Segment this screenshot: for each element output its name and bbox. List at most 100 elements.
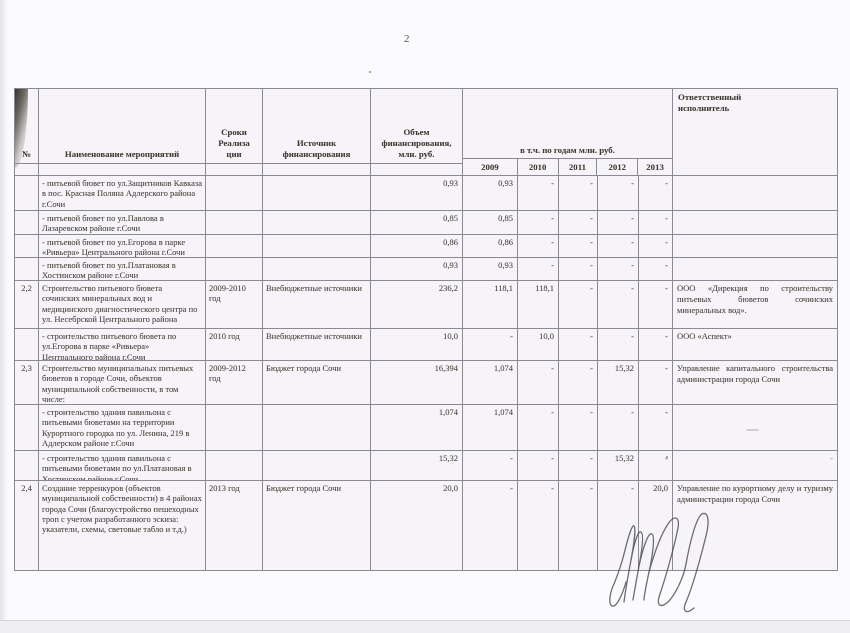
cell-funding-source: Внебюджетные источники xyxy=(263,281,371,328)
header-spacer xyxy=(15,164,38,175)
cell-year-2012: 15,32 xyxy=(598,451,639,480)
cell-year-2009: 0,93 xyxy=(463,176,518,210)
cell-timing xyxy=(206,235,263,257)
cell-executor: Управление по курортному делу и туризму … xyxy=(673,481,838,570)
col-header-year-2013: 2013 xyxy=(646,161,664,172)
cell-year-2009: 0,85 xyxy=(463,211,518,234)
cell-year-2013: - xyxy=(639,176,673,210)
cell-year-2013: - xyxy=(639,211,673,234)
col-header-source: Источник финансирования xyxy=(263,89,370,164)
cell-year-2009: 0,93 xyxy=(463,258,518,280)
cell-total: 20,0 xyxy=(371,481,463,570)
cell-activity: - питьевой бювет по ул.Защитников Кавказ… xyxy=(39,176,206,210)
cell-total: 236,2 xyxy=(371,281,463,328)
cell-year-2012: - xyxy=(598,176,639,210)
table-row: 2,2 Строительство питьевого бювета сочин… xyxy=(15,281,838,329)
cell-year-2010: 118,1 xyxy=(518,281,559,328)
col-header-year-2009: 2009 xyxy=(463,159,518,175)
cell-funding-source: Бюджет города Сочи xyxy=(263,361,371,404)
cell-executor xyxy=(673,235,838,257)
cell-year-2011: - xyxy=(559,361,598,404)
cell-year-2012: - xyxy=(598,235,639,257)
cell-num xyxy=(15,258,39,280)
program-table: № Наименование мероприятий Сроки Реализа… xyxy=(14,88,838,571)
cell-activity: - строительство питьевого бювета по ул.Е… xyxy=(39,329,206,360)
cell-year-2011: - xyxy=(559,235,598,257)
cell-total: 10,0 xyxy=(371,329,463,360)
cell-year-2010: - xyxy=(518,481,559,570)
cell-year-2010: - xyxy=(518,451,559,480)
cell-executor xyxy=(673,258,838,280)
cell-executor xyxy=(673,211,838,234)
cell-year-2011: - xyxy=(559,211,598,234)
cell-activity: - питьевой бювет по ул.Егорова в парке «… xyxy=(39,235,206,257)
cell-num: 2,2 xyxy=(15,281,39,328)
cell-year-2013: - xyxy=(639,451,673,480)
cell-timing: 2013 год xyxy=(206,481,263,570)
cell-year-2013: - xyxy=(639,361,673,404)
scan-artifact-dot xyxy=(666,456,668,458)
cell-activity: Создание терренкуров (объектов муниципал… xyxy=(39,481,206,570)
cell-year-2011: - xyxy=(559,329,598,360)
cell-num: 2,4 xyxy=(15,481,39,570)
cell-timing: 2009-2012 год xyxy=(206,361,263,404)
table-row: 2,3 Строительство муниципальных питьевых… xyxy=(15,361,838,405)
col-header-num: № xyxy=(15,89,38,164)
header-col-source: Источник финансирования xyxy=(263,89,371,175)
table-row: - питьевой бювет по ул.Защитников Кавказ… xyxy=(15,176,838,211)
signature xyxy=(609,512,709,613)
cell-year-2013: - xyxy=(639,405,673,450)
cell-timing: 2009-2010 год xyxy=(206,281,263,328)
cell-funding-source xyxy=(263,235,371,257)
cell-year-2012: 15,32 xyxy=(598,361,639,404)
cell-timing xyxy=(206,258,263,280)
cell-executor: Управление капитального строительства ад… xyxy=(673,361,838,404)
cell-activity: - строительство здания павильона с питье… xyxy=(39,405,206,450)
col-header-timing: Сроки Реализа ции xyxy=(206,89,262,164)
col-header-executor: Ответственный исполнитель xyxy=(673,89,838,175)
cell-year-2009: - xyxy=(463,451,518,480)
table-row: 2,4 Создание терренкуров (объектов муниц… xyxy=(15,481,838,571)
col-header-volume: Объем финансирования, млн. руб. xyxy=(371,89,462,164)
cell-funding-source: Внебюджетные источники xyxy=(263,329,371,360)
table-row: - питьевой бювет по ул.Платановая в Хост… xyxy=(15,258,838,281)
cell-total: 0,85 xyxy=(371,211,463,234)
cell-year-2010: - xyxy=(518,211,559,234)
cell-year-2009: 1,074 xyxy=(463,361,518,404)
cell-total: 16,394 xyxy=(371,361,463,404)
cell-year-2009: 118,1 xyxy=(463,281,518,328)
paper-edge-strip xyxy=(0,621,850,633)
cell-executor xyxy=(673,176,838,210)
header-spacer xyxy=(206,164,262,175)
cell-num xyxy=(15,211,39,234)
cell-total: 15,32 xyxy=(371,451,463,480)
cell-year-2010: 10,0 xyxy=(518,329,559,360)
col-header-name: Наименование мероприятий xyxy=(39,89,205,164)
scan-artifact-smudge xyxy=(746,429,759,431)
cell-total: 0,86 xyxy=(371,235,463,257)
cell-year-2013: - xyxy=(639,235,673,257)
header-spacer xyxy=(263,164,370,175)
cell-year-2010: - xyxy=(518,258,559,280)
cell-total: 0,93 xyxy=(371,258,463,280)
cell-executor: ООО «Дирекция по строительству питьевых … xyxy=(673,281,838,328)
header-spacer xyxy=(39,164,205,175)
cell-funding-source xyxy=(263,176,371,210)
cell-year-2009: - xyxy=(463,481,518,570)
cell-activity: Строительство муниципальных питьевых бюв… xyxy=(39,361,206,404)
cell-funding-source: Бюджет города Сочи xyxy=(263,481,371,570)
cell-year-2012: - xyxy=(598,329,639,360)
cell-timing xyxy=(206,176,263,210)
header-col-timing: Сроки Реализа ции xyxy=(206,89,263,175)
cell-year-2012: - xyxy=(598,405,639,450)
cell-num xyxy=(15,405,39,450)
cell-executor: ООО «Аспект» xyxy=(673,329,838,360)
cell-year-2010: - xyxy=(518,405,559,450)
cell-year-2011: - xyxy=(559,451,598,480)
cell-activity: - питьевой бювет по ул.Платановая в Хост… xyxy=(39,258,206,280)
cell-year-2011: - xyxy=(559,281,598,328)
cell-year-2009: 0,86 xyxy=(463,235,518,257)
cell-year-2012: - xyxy=(598,211,639,234)
cell-total: 1,074 xyxy=(371,405,463,450)
